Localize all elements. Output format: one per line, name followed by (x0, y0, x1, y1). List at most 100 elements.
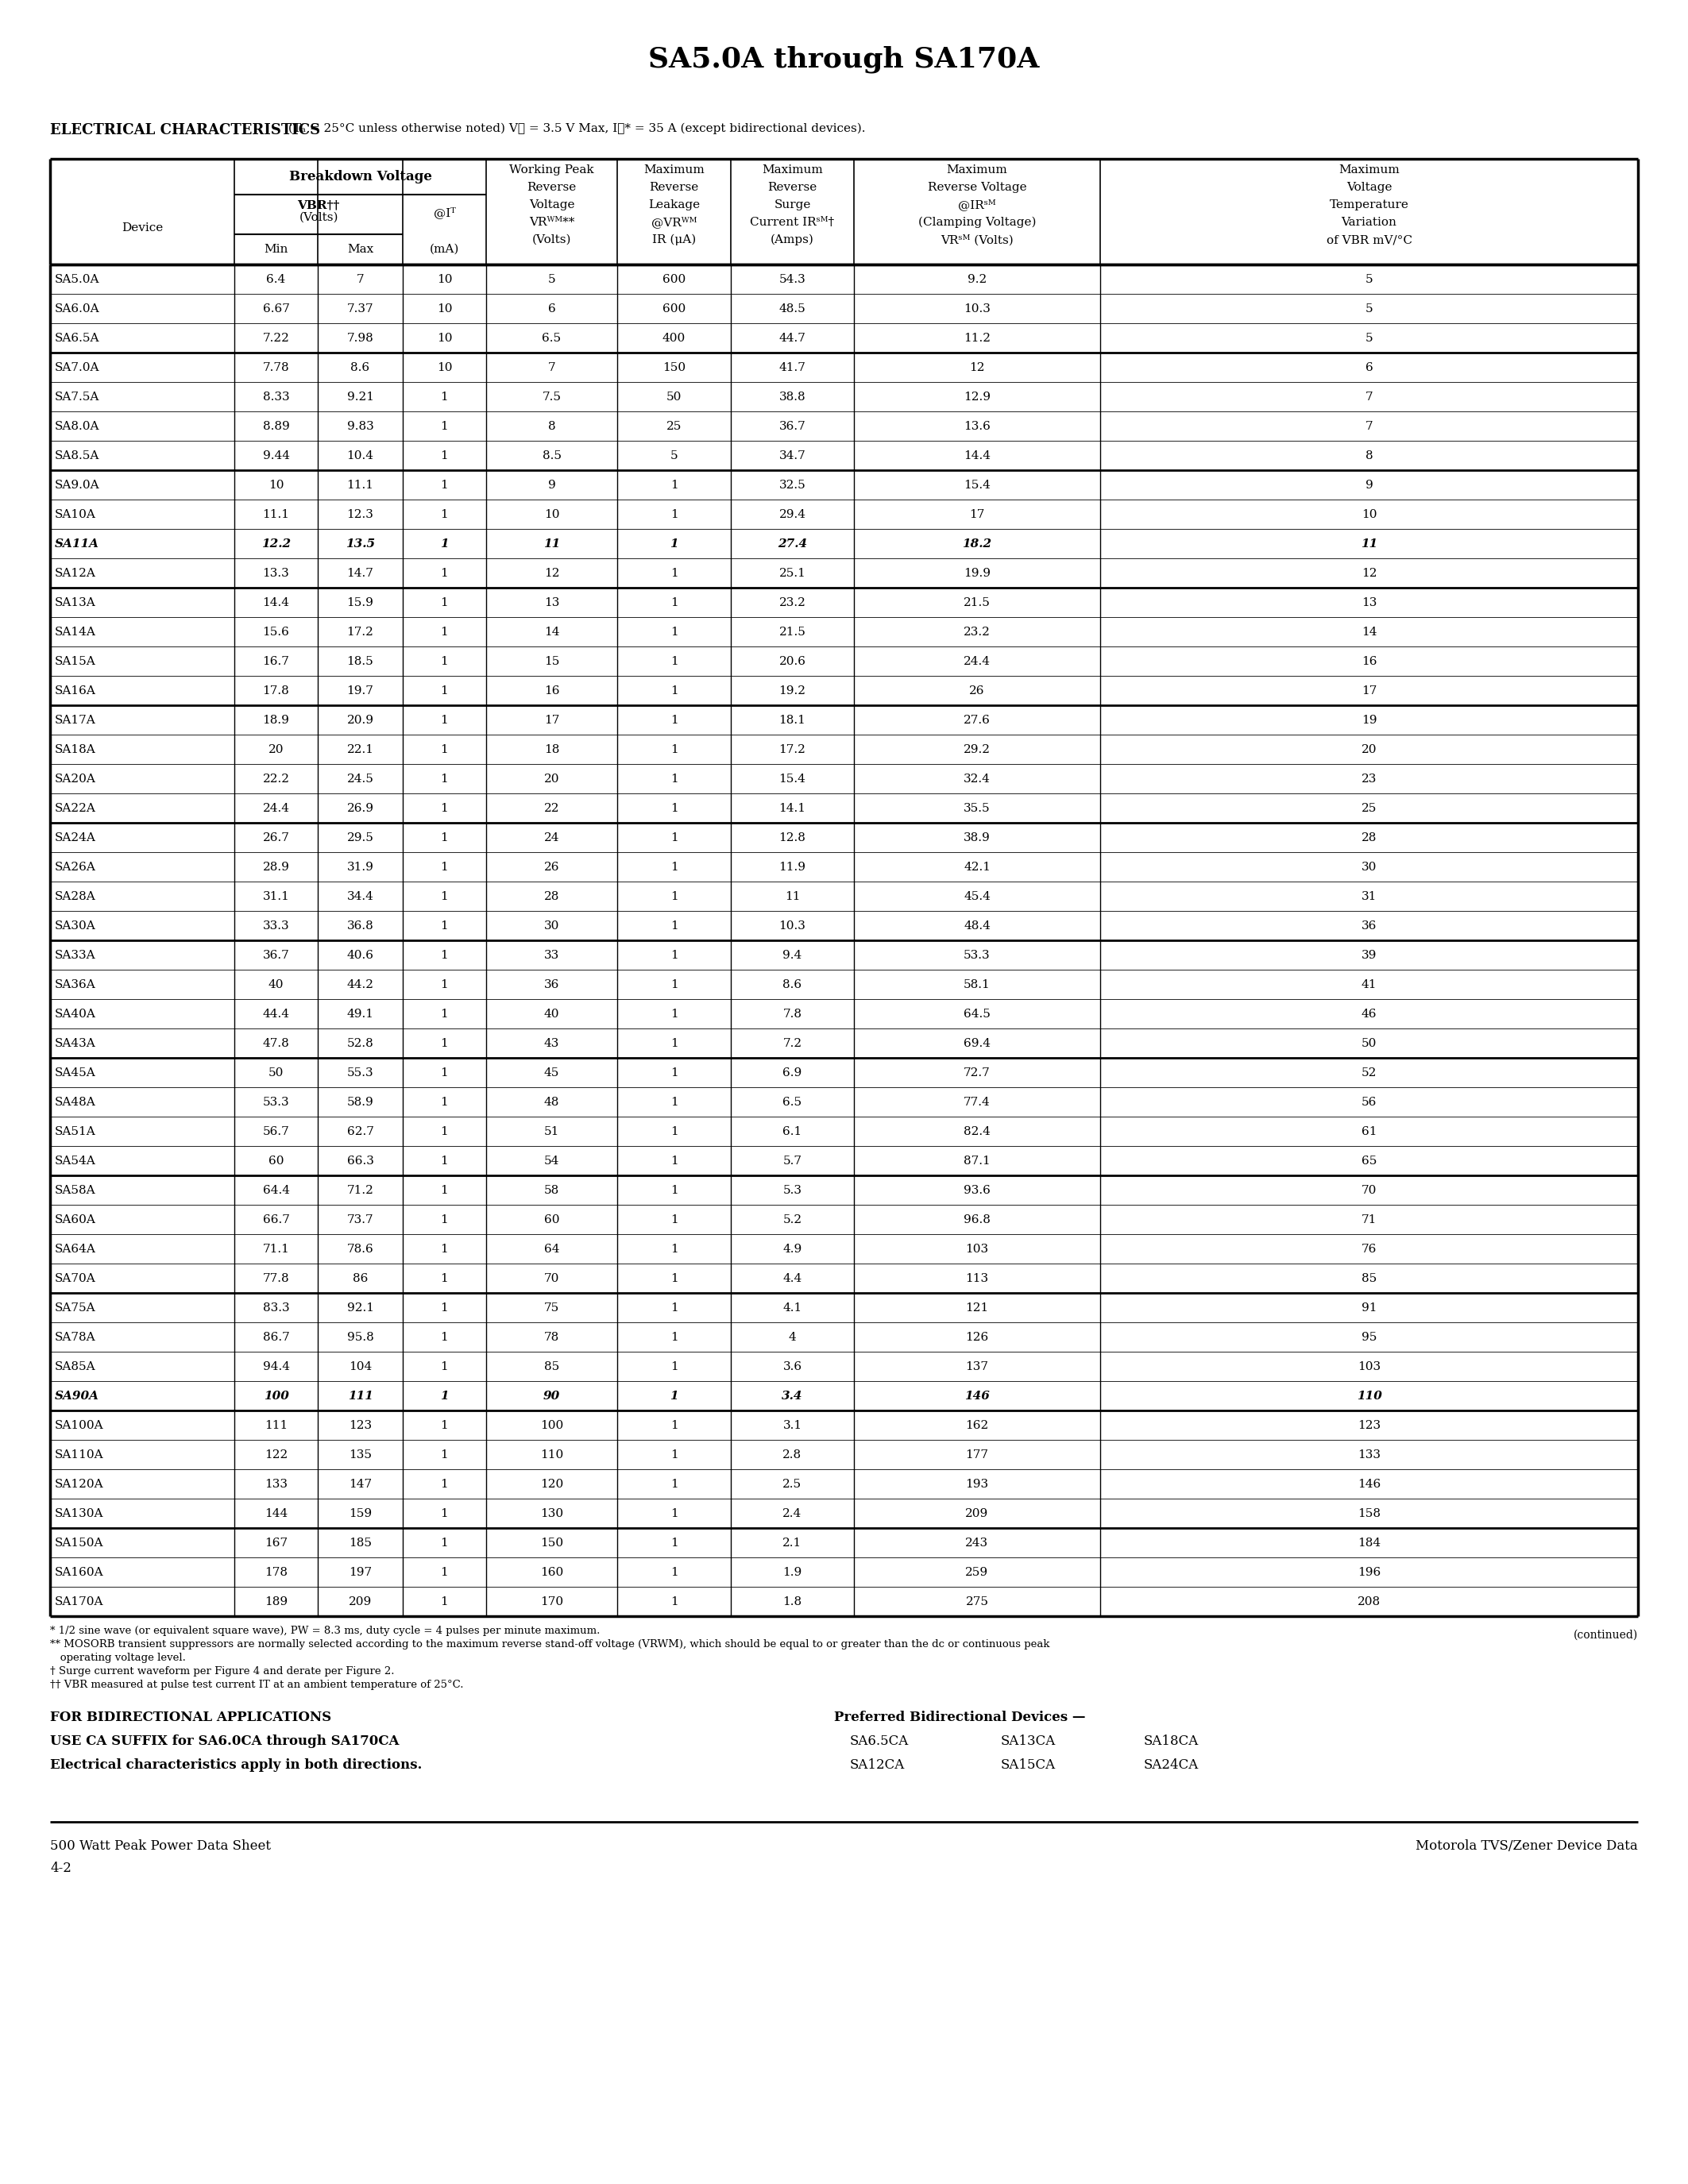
Text: 1: 1 (441, 1125, 449, 1138)
Text: 56.7: 56.7 (263, 1125, 289, 1138)
Text: 11.1: 11.1 (263, 509, 290, 520)
Text: 8.89: 8.89 (263, 422, 289, 432)
Text: SA150A: SA150A (54, 1538, 103, 1548)
Text: 9.2: 9.2 (967, 273, 987, 284)
Text: SA48A: SA48A (54, 1096, 96, 1107)
Text: 12: 12 (969, 363, 984, 373)
Text: 19.9: 19.9 (964, 568, 991, 579)
Text: 122: 122 (265, 1448, 287, 1461)
Text: 4.1: 4.1 (783, 1302, 802, 1313)
Text: 17: 17 (969, 509, 984, 520)
Text: SA12A: SA12A (54, 568, 96, 579)
Text: 1: 1 (670, 919, 679, 930)
Text: Device: Device (122, 223, 164, 234)
Text: 49.1: 49.1 (346, 1009, 373, 1020)
Text: 53.3: 53.3 (263, 1096, 289, 1107)
Text: 5.3: 5.3 (783, 1184, 802, 1195)
Text: Reverse: Reverse (650, 181, 699, 192)
Text: SA13CA: SA13CA (1001, 1734, 1057, 1747)
Text: VRᵂᴹ**: VRᵂᴹ** (528, 216, 574, 227)
Text: SA18CA: SA18CA (1144, 1734, 1198, 1747)
Text: 73.7: 73.7 (348, 1214, 373, 1225)
Text: 120: 120 (540, 1479, 564, 1489)
Text: 5: 5 (549, 273, 555, 284)
Text: 2.5: 2.5 (783, 1479, 802, 1489)
Text: SA43A: SA43A (54, 1037, 96, 1048)
Text: 28: 28 (1361, 832, 1377, 843)
Text: 85: 85 (1362, 1273, 1377, 1284)
Text: 1: 1 (441, 1479, 449, 1489)
Text: Variation: Variation (1342, 216, 1398, 227)
Text: USE CA SUFFIX for SA6.0CA through SA170CA: USE CA SUFFIX for SA6.0CA through SA170C… (51, 1734, 398, 1747)
Text: 170: 170 (540, 1597, 564, 1607)
Text: 90: 90 (544, 1391, 560, 1402)
Text: 2.1: 2.1 (783, 1538, 802, 1548)
Text: 30: 30 (1361, 860, 1377, 871)
Text: SA22A: SA22A (54, 802, 96, 815)
Text: 20.6: 20.6 (778, 655, 805, 666)
Text: 44.2: 44.2 (346, 978, 373, 989)
Text: 44.7: 44.7 (778, 332, 805, 343)
Text: 64: 64 (544, 1243, 559, 1254)
Text: 22: 22 (544, 802, 559, 815)
Text: 29.4: 29.4 (778, 509, 805, 520)
Text: 11: 11 (785, 891, 800, 902)
Text: 400: 400 (662, 332, 685, 343)
Text: 126: 126 (966, 1332, 989, 1343)
Text: 10: 10 (1361, 509, 1377, 520)
Text: 1: 1 (670, 1507, 679, 1518)
Text: 7.5: 7.5 (542, 391, 560, 402)
Text: 1: 1 (441, 1273, 449, 1284)
Text: SA24A: SA24A (54, 832, 96, 843)
Text: 14.7: 14.7 (346, 568, 373, 579)
Text: 1: 1 (441, 478, 449, 491)
Text: 10.4: 10.4 (346, 450, 373, 461)
Text: 1: 1 (441, 1009, 449, 1020)
Text: 1: 1 (670, 1361, 679, 1372)
Text: 16.7: 16.7 (263, 655, 290, 666)
Text: 5: 5 (1366, 273, 1372, 284)
Text: 8: 8 (549, 422, 555, 432)
Text: 137: 137 (966, 1361, 989, 1372)
Text: 31.1: 31.1 (263, 891, 290, 902)
Text: 1: 1 (441, 1184, 449, 1195)
Text: 78.6: 78.6 (346, 1243, 373, 1254)
Text: Leakage: Leakage (648, 199, 701, 210)
Text: 93.6: 93.6 (964, 1184, 991, 1195)
Text: SA100A: SA100A (54, 1420, 103, 1431)
Text: 10.3: 10.3 (778, 919, 805, 930)
Text: 85: 85 (544, 1361, 559, 1372)
Text: 55.3: 55.3 (348, 1068, 373, 1079)
Text: 23.2: 23.2 (778, 596, 805, 607)
Text: 1: 1 (441, 773, 449, 784)
Text: 9: 9 (549, 478, 555, 491)
Text: 41: 41 (1361, 978, 1377, 989)
Text: (Volts): (Volts) (532, 234, 571, 245)
Text: 25.1: 25.1 (778, 568, 805, 579)
Text: 15.4: 15.4 (964, 478, 991, 491)
Text: 9.4: 9.4 (783, 950, 802, 961)
Text: SA9.0A: SA9.0A (54, 478, 100, 491)
Text: 48.5: 48.5 (778, 304, 805, 314)
Text: SA160A: SA160A (54, 1566, 103, 1577)
Text: 1: 1 (670, 1538, 679, 1548)
Text: 147: 147 (349, 1479, 371, 1489)
Text: 9.44: 9.44 (263, 450, 290, 461)
Text: 4-2: 4-2 (51, 1861, 71, 1876)
Text: SA8.0A: SA8.0A (54, 422, 100, 432)
Text: 10: 10 (437, 273, 452, 284)
Text: 17: 17 (544, 714, 559, 725)
Text: 25: 25 (1361, 802, 1377, 815)
Text: 71.1: 71.1 (263, 1243, 290, 1254)
Text: 150: 150 (662, 363, 685, 373)
Text: SA45A: SA45A (54, 1068, 96, 1079)
Text: 83.3: 83.3 (263, 1302, 289, 1313)
Text: 1: 1 (670, 1302, 679, 1313)
Text: 34.4: 34.4 (346, 891, 373, 902)
Text: 1: 1 (441, 1302, 449, 1313)
Text: 8: 8 (1366, 450, 1372, 461)
Text: 13: 13 (1361, 596, 1377, 607)
Text: 1: 1 (670, 1448, 679, 1461)
Text: 64.5: 64.5 (964, 1009, 991, 1020)
Text: 94.4: 94.4 (263, 1361, 290, 1372)
